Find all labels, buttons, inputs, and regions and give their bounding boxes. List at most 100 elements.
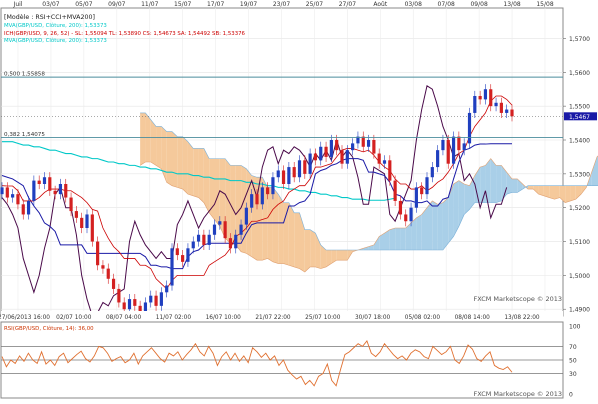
kumo-segment [512, 178, 518, 193]
candle-body [377, 153, 381, 164]
candle-body [143, 302, 148, 313]
kumo-segment [421, 207, 427, 250]
kumo-segment [299, 212, 305, 272]
kumo-segment [480, 165, 486, 203]
fibonacci-levels: 0,500 1,55858 0,382 1,54075 1,5467 [1, 72, 597, 138]
top-date-label: 03/08 [405, 1, 422, 8]
chikou-line [1, 85, 508, 317]
indicator-lines [1, 85, 598, 317]
kumo-segment [469, 175, 475, 210]
candle-body [340, 150, 344, 164]
candle-body [218, 221, 222, 225]
top-date-label: 13/08 [503, 1, 520, 8]
candle-body [276, 170, 280, 178]
candle-body [159, 292, 163, 306]
candle-body [319, 146, 323, 161]
kumo-segment [315, 233, 321, 269]
candle-body [271, 177, 275, 195]
bottom-date-label: 13/08 22:00 [504, 315, 540, 321]
kumo-segment [448, 184, 454, 244]
price-tick-label: 1,5600 [569, 70, 590, 77]
candle-body [53, 190, 57, 195]
candle-body [170, 248, 174, 286]
top-date-label: 11/07 [141, 1, 158, 8]
kumo-segment [485, 158, 491, 203]
candle-body [393, 180, 397, 201]
candle-body [297, 160, 302, 178]
rsi-oscillator: 100 70 50 30 0 [1, 324, 581, 399]
kumo-segment [336, 250, 342, 261]
candle-body [398, 200, 403, 215]
candle-body [69, 197, 73, 212]
candle-body [181, 255, 185, 262]
kumo-segment [326, 250, 332, 267]
price-axis: 1,4900 1,5000 1,5100 1,5200 1,5300 1,5400 1,55… [563, 36, 590, 314]
kumo-segment [400, 228, 406, 250]
kumo-segment [166, 131, 172, 186]
candle-body [85, 214, 89, 228]
price-tick-label: 1,5300 [569, 171, 590, 178]
candle-body [111, 278, 116, 289]
candle-body [356, 136, 360, 144]
candle-body [388, 160, 392, 181]
kumo-segment [203, 148, 210, 213]
candle-body [420, 187, 424, 195]
bottom-date-label: 30/07 18:00 [355, 315, 391, 321]
kumo-segment [543, 185, 550, 198]
kumo-segment [474, 167, 481, 203]
oscillator-tick-label: 100 [569, 324, 581, 331]
candle-body [414, 187, 418, 208]
candle-body [361, 136, 365, 147]
candle-body [255, 194, 259, 205]
bottom-date-label: 08/07 04:00 [106, 315, 142, 321]
top-date-label: Août [373, 1, 387, 8]
kumo-segment [230, 165, 236, 245]
candle-body [351, 143, 355, 151]
candle-body [80, 217, 84, 228]
top-date-label: 23/07 [273, 1, 290, 8]
candle-body [345, 150, 349, 164]
candle-body [5, 187, 9, 198]
candle-body [324, 146, 328, 157]
kumo-segment [432, 200, 438, 250]
candle-body [260, 187, 264, 205]
kumo-segment [442, 197, 449, 250]
kumo-segment [437, 202, 443, 250]
legend-mva-1: MVA(GBP/USD, Clôture, 200): 1,53373 [4, 22, 107, 29]
candle-body [90, 214, 94, 242]
kumo-segment [368, 244, 374, 250]
candle-body [186, 248, 190, 262]
kumo-segment [527, 185, 534, 190]
mva200-line [2, 141, 396, 201]
oscillator-tick-label: 30 [569, 371, 577, 378]
legend-mva-2: MVA(GBP/USD, Clôture, 200): 1,53373 [4, 37, 107, 44]
candle-body [58, 184, 63, 195]
price-tick-label: 1,5700 [569, 36, 590, 43]
bottom-date-label: 05/08 02:00 [405, 315, 441, 321]
candle-body [37, 180, 41, 184]
candle-body [244, 207, 248, 225]
price-tick-label: 1,5400 [569, 138, 590, 145]
top-date-label: 17/07 [207, 1, 224, 8]
candle-body [0, 187, 4, 195]
candle-body [451, 136, 456, 164]
candle-body [32, 180, 36, 201]
price-tick-label: 1,5200 [569, 205, 590, 212]
candle-body [489, 89, 493, 107]
kumo-segment [389, 228, 396, 250]
kumo-segment [288, 202, 295, 267]
candle-body [212, 224, 217, 235]
kumo-segment [549, 185, 555, 200]
kumo-segment [575, 185, 582, 200]
bottom-date-label: 16/07 10:00 [206, 315, 242, 321]
senkou-b-line [140, 112, 598, 251]
kumo-segment [565, 185, 571, 203]
kumo-segment [193, 148, 199, 198]
top-date-label: 05/07 [75, 1, 92, 8]
price-tick-label: 1,5500 [569, 104, 590, 111]
kumo-segment [405, 222, 412, 250]
kumo-segment [464, 184, 470, 215]
chart-title: [Modèle : RSI+CCI+MVA200] [4, 13, 95, 21]
kumo-segment [554, 185, 560, 200]
candle-body [292, 167, 296, 178]
